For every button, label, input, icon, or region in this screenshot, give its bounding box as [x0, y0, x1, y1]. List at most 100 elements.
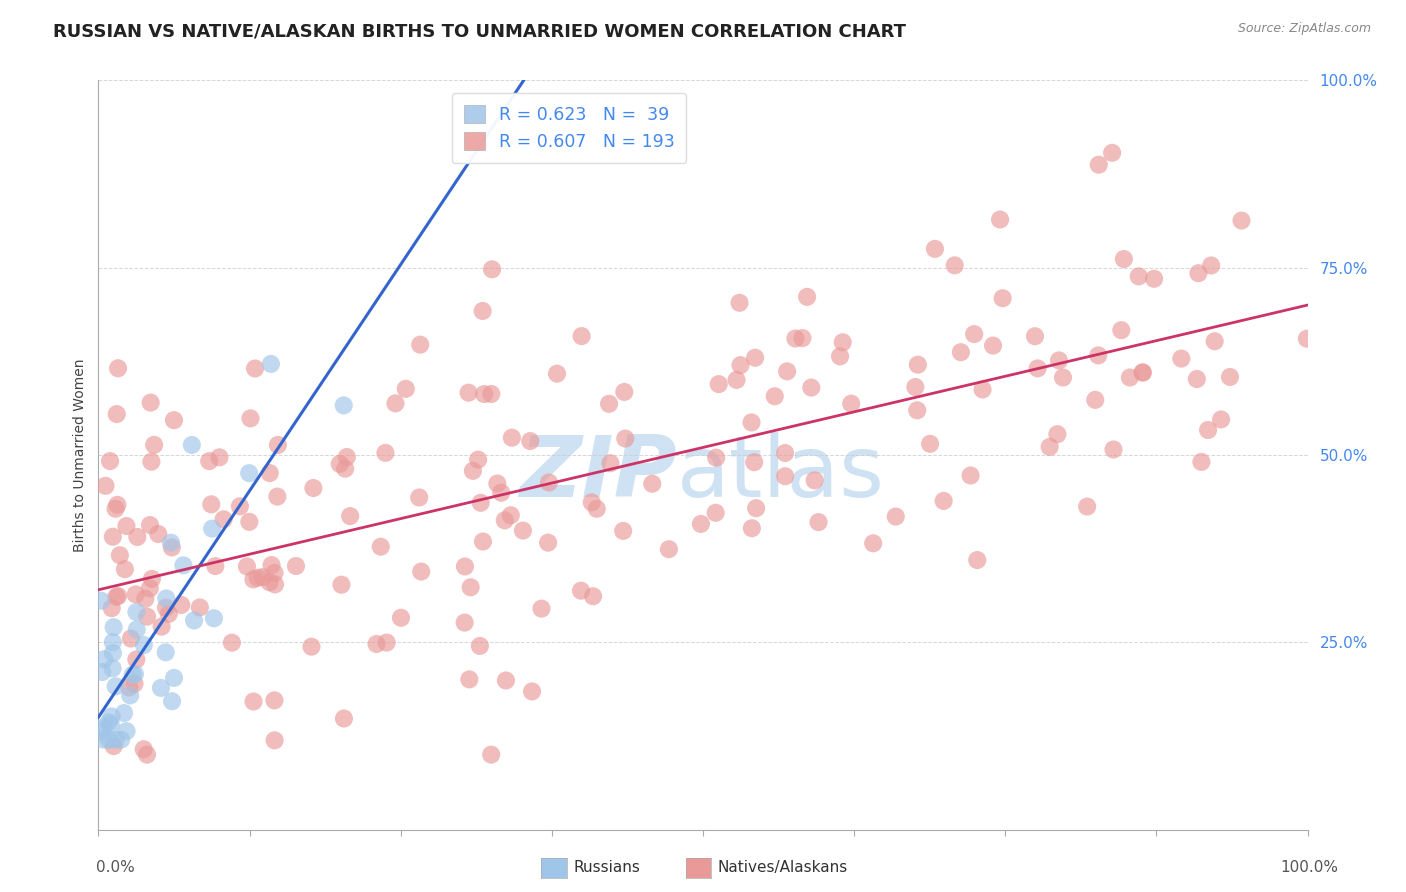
Point — [285, 559, 308, 574]
Point — [932, 494, 955, 508]
Point — [1187, 266, 1209, 280]
Point — [302, 481, 325, 495]
Point — [98, 454, 121, 468]
Point — [742, 455, 765, 469]
Point — [264, 577, 287, 591]
Point — [689, 516, 711, 531]
Point — [1197, 423, 1219, 437]
Text: Natives/Alaskans: Natives/Alaskans — [717, 861, 848, 875]
Point — [862, 536, 884, 550]
Point — [884, 509, 907, 524]
Point — [1199, 259, 1222, 273]
Point — [139, 582, 162, 596]
Point — [1052, 370, 1074, 384]
Point — [467, 452, 489, 467]
Point — [104, 732, 127, 747]
Point — [949, 345, 972, 359]
Point — [494, 513, 516, 527]
Point — [741, 521, 763, 535]
Point — [1143, 272, 1166, 286]
Point — [530, 601, 553, 615]
Point — [1209, 412, 1232, 426]
Point — [150, 620, 173, 634]
Point — [157, 607, 180, 621]
Point — [180, 438, 202, 452]
Point — [1039, 440, 1062, 454]
Point — [127, 530, 149, 544]
Point — [776, 364, 799, 378]
Point — [148, 527, 170, 541]
Point — [105, 407, 128, 421]
Point — [741, 416, 763, 430]
Point — [571, 329, 593, 343]
Point — [160, 535, 183, 549]
Point — [1204, 334, 1226, 349]
Point — [1087, 158, 1109, 172]
Point — [658, 542, 681, 557]
Point — [479, 747, 502, 762]
Point — [100, 717, 122, 731]
Point — [519, 434, 541, 448]
Point — [569, 583, 592, 598]
Point — [395, 382, 418, 396]
Point — [93, 732, 115, 747]
Point — [384, 396, 406, 410]
Point — [336, 450, 359, 464]
Point — [959, 468, 981, 483]
Point — [828, 349, 851, 363]
Point — [155, 600, 177, 615]
Point — [470, 496, 492, 510]
Point — [458, 673, 481, 687]
Point — [454, 559, 477, 574]
Point — [374, 446, 396, 460]
Point — [101, 635, 124, 649]
Point — [495, 673, 517, 688]
Point — [120, 689, 142, 703]
Point — [202, 611, 225, 625]
Point — [614, 432, 637, 446]
Point — [201, 522, 224, 536]
Point — [411, 565, 433, 579]
Point — [744, 351, 766, 365]
Point — [103, 620, 125, 634]
Point — [242, 573, 264, 587]
Point — [728, 295, 751, 310]
Point — [239, 411, 262, 425]
Point — [118, 681, 141, 695]
Point — [704, 506, 727, 520]
Point — [124, 667, 146, 681]
Point — [512, 524, 534, 538]
Point — [172, 558, 194, 573]
Point — [1296, 332, 1319, 346]
Point — [501, 431, 523, 445]
Point — [90, 593, 112, 607]
Point — [333, 712, 356, 726]
Point — [101, 530, 124, 544]
Point — [115, 724, 138, 739]
Point — [120, 632, 142, 646]
Point — [107, 589, 129, 603]
Point — [160, 541, 183, 555]
Point — [97, 732, 120, 747]
Point — [471, 304, 494, 318]
Point — [409, 337, 432, 351]
Point — [991, 291, 1014, 305]
Point — [266, 490, 288, 504]
Text: Source: ZipAtlas.com: Source: ZipAtlas.com — [1237, 22, 1371, 36]
Text: ZIP: ZIP — [519, 432, 676, 516]
Point — [263, 566, 285, 580]
Point — [972, 383, 994, 397]
Point — [100, 601, 122, 615]
Point — [704, 450, 727, 465]
Point — [94, 479, 117, 493]
Point — [389, 611, 412, 625]
Point — [101, 661, 124, 675]
Point — [1047, 353, 1070, 368]
Point — [160, 694, 183, 708]
Point — [221, 635, 243, 649]
Point — [97, 715, 120, 730]
Point — [807, 515, 830, 529]
Point — [1219, 370, 1241, 384]
Point — [966, 553, 988, 567]
Point — [1076, 500, 1098, 514]
